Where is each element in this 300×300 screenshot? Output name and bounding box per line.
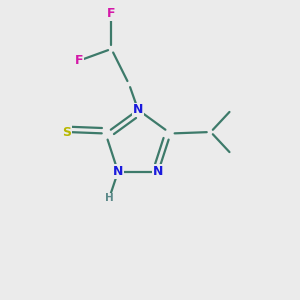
Text: N: N — [113, 165, 123, 178]
Text: N: N — [153, 165, 164, 178]
Text: S: S — [62, 125, 71, 139]
Text: F: F — [74, 54, 83, 67]
Text: H: H — [105, 194, 113, 203]
Text: F: F — [107, 7, 116, 20]
Text: N: N — [133, 103, 143, 116]
